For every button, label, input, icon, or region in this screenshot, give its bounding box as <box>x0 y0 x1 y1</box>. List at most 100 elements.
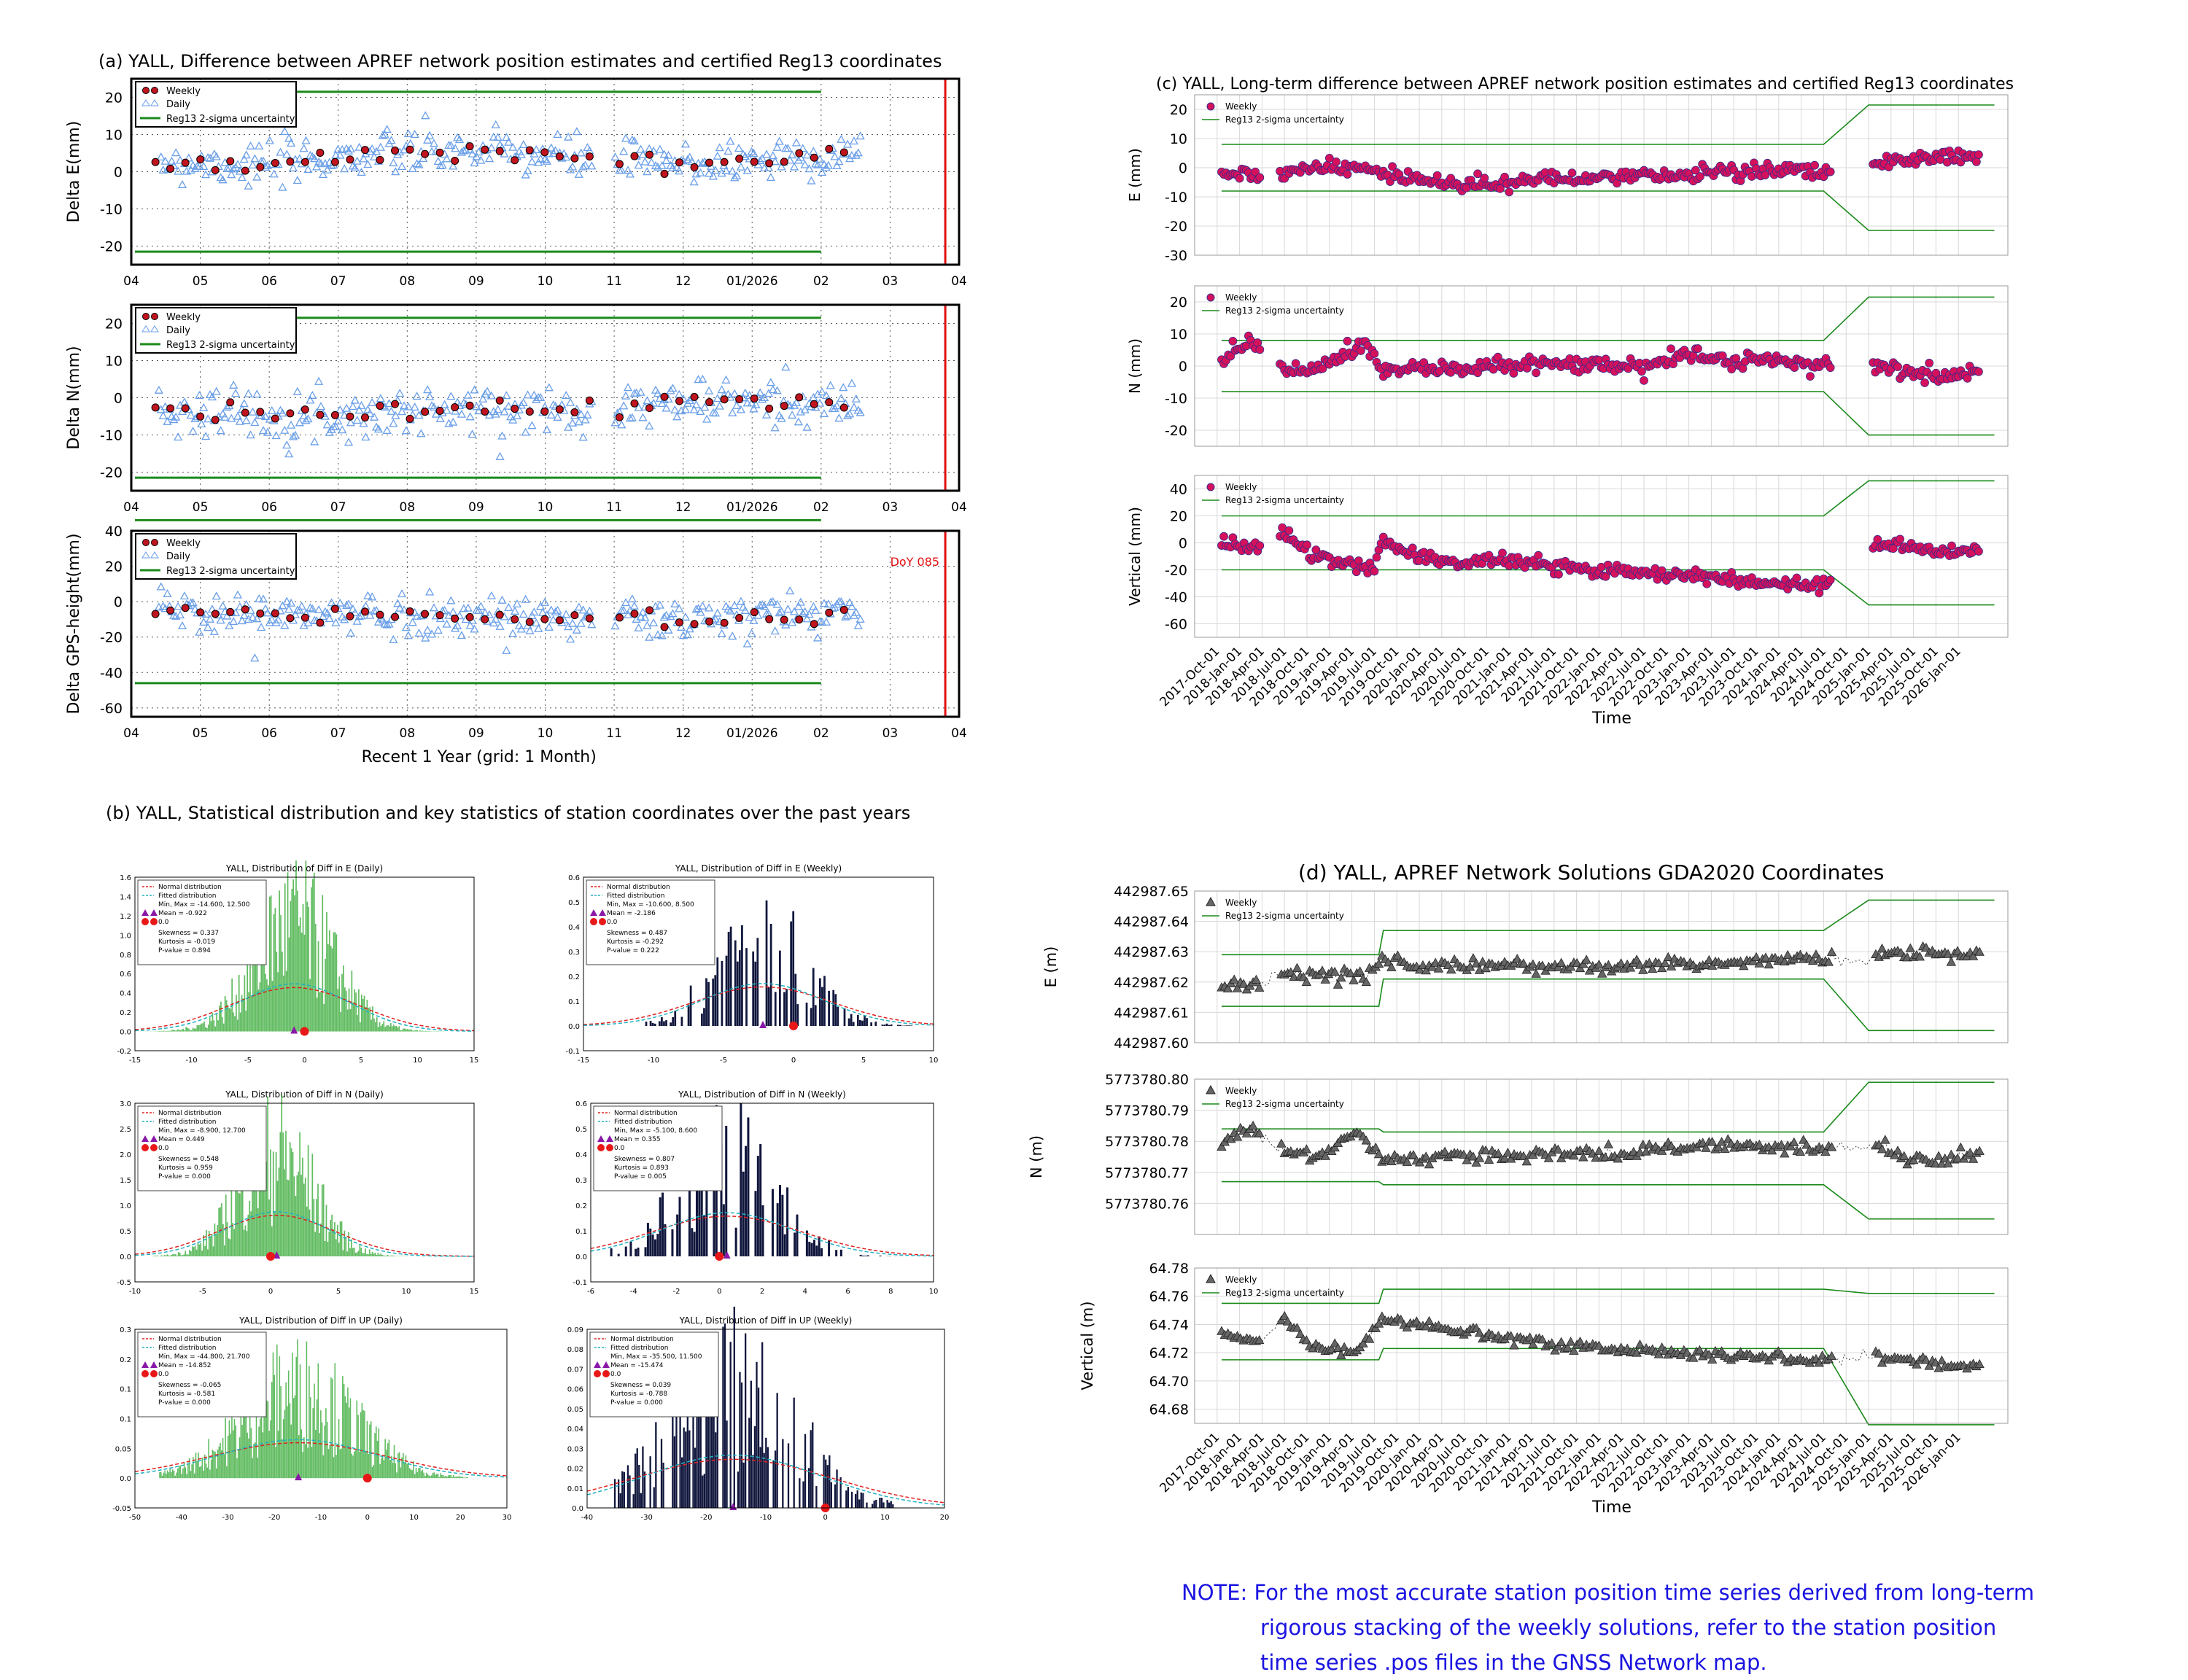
weekly-point <box>526 147 533 154</box>
weekly-point <box>197 156 204 163</box>
histogram-bar <box>683 1428 685 1508</box>
histogram-bar <box>225 1418 226 1479</box>
x-tick-label: 6 <box>845 1288 850 1296</box>
x-tick-label: -10 <box>129 1288 141 1296</box>
daily-point <box>543 158 551 164</box>
histogram-bar <box>397 1453 399 1478</box>
daily-point <box>217 617 225 623</box>
stat-mean: Mean = 0.355 <box>614 1136 661 1143</box>
histogram-bar <box>314 1384 315 1479</box>
weekly-point <box>361 414 368 421</box>
stat-mean: Mean = -14.852 <box>158 1362 212 1369</box>
histogram-bar <box>652 1234 654 1256</box>
histogram-bar <box>381 1458 382 1479</box>
legend-weekly-label: Weekly <box>1225 898 1257 908</box>
x-tick-label: 07 <box>330 500 346 515</box>
histogram-bar <box>366 1254 368 1256</box>
x-tick-label: 8 <box>888 1288 893 1296</box>
daily-point <box>417 430 424 437</box>
x-tick-label: 09 <box>468 274 484 289</box>
histogram-bar <box>302 1158 303 1256</box>
x-tick-label: 10 <box>538 726 554 741</box>
histogram-bar <box>701 1014 703 1026</box>
histogram-bar <box>211 1460 212 1478</box>
histogram-bar <box>404 1029 406 1032</box>
histogram-bar <box>337 989 338 1031</box>
daily-point <box>503 647 510 653</box>
daily-point <box>641 158 648 165</box>
y-tick-label: -0.2 <box>117 1048 131 1056</box>
histogram-bar <box>756 1362 757 1508</box>
weekly-point <box>361 608 368 615</box>
histogram-bar <box>906 1025 908 1026</box>
histogram-bar <box>254 954 255 1032</box>
daily-point <box>253 391 260 397</box>
legend-normal-label: Normal distribution <box>607 884 670 891</box>
histogram-bar <box>466 1477 468 1478</box>
daily-point <box>279 184 286 190</box>
y-tick-label: 0.0 <box>120 1475 131 1483</box>
histogram-bar <box>654 1240 656 1256</box>
histogram-bar <box>715 1432 716 1508</box>
daily-point <box>225 622 233 629</box>
daily-point <box>245 390 252 397</box>
histogram-bar <box>203 1022 205 1032</box>
histogram-bar <box>815 1486 817 1508</box>
histogram-bar <box>371 1020 372 1032</box>
histogram-bar <box>319 1433 320 1478</box>
histogram-bar <box>392 1463 394 1478</box>
histogram-bar <box>222 1224 224 1256</box>
weekly-point <box>840 149 847 156</box>
histogram-bar <box>172 1469 174 1478</box>
histogram-bar <box>354 1248 355 1256</box>
weekly-point <box>167 405 174 412</box>
histogram-bar <box>457 1477 458 1478</box>
legend-fitted-label: Fitted distribution <box>614 1119 672 1126</box>
daily-point <box>414 392 421 399</box>
histogram-bar <box>825 1460 826 1508</box>
histogram-bar <box>394 1445 395 1478</box>
daily-point <box>389 636 397 642</box>
daily-point <box>389 159 397 166</box>
weekly-point <box>197 609 204 616</box>
y-tick-label: 0.2 <box>120 1356 131 1364</box>
x-tick-label: 5 <box>336 1288 341 1296</box>
chart-b-U-daily: YALL, Distribution of Diff in UP (Daily)… <box>112 1315 511 1522</box>
x-tick-label: 05 <box>193 274 209 289</box>
x-tick-label: -50 <box>129 1514 141 1522</box>
histogram-bar <box>300 917 301 1031</box>
weekly-point <box>392 400 399 408</box>
stat-zero: 0.0 <box>610 1371 621 1378</box>
histogram-bar <box>203 1235 204 1256</box>
histogram-bar <box>308 907 309 1032</box>
histogram-bar <box>181 1255 182 1256</box>
histogram-bar <box>403 1453 404 1478</box>
daily-point <box>328 599 335 606</box>
daily-point <box>575 419 583 425</box>
histogram-bar <box>355 1253 357 1256</box>
weekly-point <box>645 151 653 158</box>
legend-normal-label: Normal distribution <box>158 1336 222 1343</box>
stat-kurtosis: Kurtosis = -0.788 <box>610 1391 667 1398</box>
weekly-point <box>571 408 578 416</box>
histogram-bar <box>162 1031 163 1032</box>
histogram-bar <box>289 938 290 1032</box>
histogram-bar <box>323 1455 325 1478</box>
histogram-bar <box>225 996 226 1032</box>
weekly-point <box>152 158 159 166</box>
histogram-bar <box>252 1188 253 1256</box>
histogram-bar <box>408 1463 409 1479</box>
histogram-bar <box>182 1469 184 1478</box>
histogram-bar <box>259 982 260 1031</box>
daily-point <box>497 453 504 459</box>
histogram-bar <box>659 1197 662 1256</box>
histogram-bar <box>401 1030 403 1032</box>
daily-point <box>857 133 864 139</box>
y-tick-label: 10 <box>1170 327 1187 343</box>
legend-zero-marker <box>150 918 158 925</box>
y-tick-label: 5773780.80 <box>1105 1072 1189 1088</box>
daily-point <box>471 386 478 393</box>
legend-reg13-label: Reg13 2-sigma uncertainty <box>1225 911 1344 921</box>
daily-point <box>516 622 523 629</box>
histogram-bar <box>297 1339 298 1478</box>
